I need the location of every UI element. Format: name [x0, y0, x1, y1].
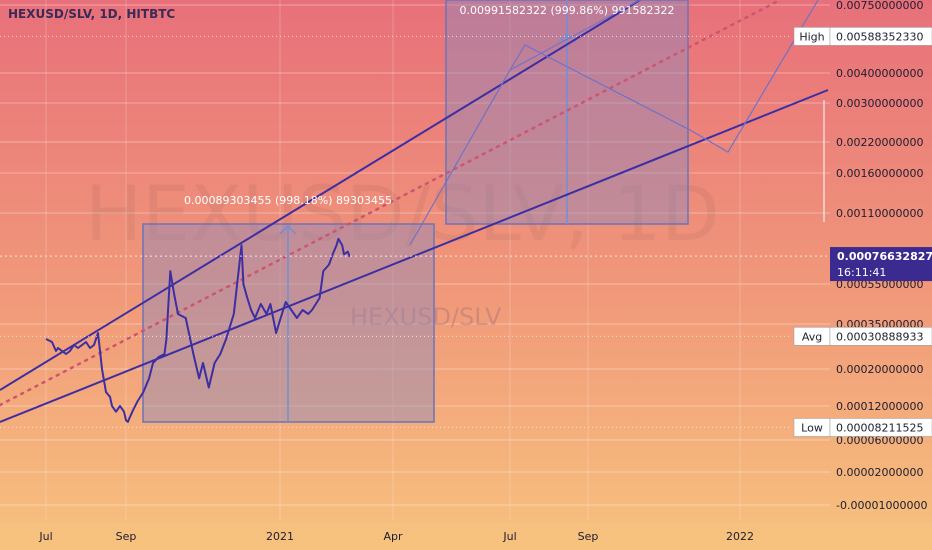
x-tick-label: Sep	[116, 530, 137, 543]
y-tick-label: -0.00001000000	[836, 499, 927, 512]
measurement-labels: 0.00089303455 (998.18%) 89303455 0.009915…	[184, 4, 674, 207]
price-series	[0, 35, 830, 428]
high-tag-label: High	[799, 30, 824, 43]
lower-trendline	[0, 89, 829, 423]
avg-tag-label: Avg	[802, 330, 822, 343]
y-tick-label: 0.00400000000	[836, 67, 923, 80]
last-price-badge	[830, 247, 932, 282]
y-tick-label: 0.00160000000	[836, 167, 923, 180]
time-axis-band	[0, 522, 932, 550]
measure-arrowhead-2	[558, 32, 576, 43]
x-tick-label: Apr	[383, 530, 403, 543]
y-tick-label: 0.00012000000	[836, 400, 923, 413]
y-tick-label: 0.00006000000	[836, 434, 923, 447]
measurement-label-2: 0.00991582322 (999.86%) 991582322	[460, 4, 675, 17]
x-tick-label: Jul	[502, 530, 516, 543]
low-tag-value: 0.00008211525	[836, 421, 923, 434]
avg-tag-value-box	[829, 327, 932, 346]
low-tag-label: Low	[801, 421, 823, 434]
x-tick-label: Sep	[578, 530, 599, 543]
x-tick-label: 2021	[266, 530, 294, 543]
x-tick-label: Jul	[38, 530, 52, 543]
low-tag-value-box	[829, 418, 932, 437]
y-tick-label: 0.00002000000	[836, 466, 923, 479]
avg-tag-value: 0.00030888933	[836, 330, 923, 343]
projection-path	[409, 0, 819, 246]
high-tag-value-box	[829, 27, 932, 46]
chart-title: HEXUSD/SLV, 1D, HITBTC	[8, 7, 175, 21]
upper-trendline	[0, 0, 641, 391]
grid-lines	[0, 0, 830, 520]
x-tick-label: 2022	[726, 530, 754, 543]
y-tick-label: 0.00110000000	[836, 207, 923, 220]
drawings-layer	[0, 0, 829, 423]
last-price-value: 0.00076632827	[837, 250, 932, 263]
dotted-projection-line	[0, 0, 782, 407]
measure-arrowhead-1	[279, 224, 297, 235]
y-tick-label: 0.00020000000	[836, 363, 923, 376]
projection-path-2	[509, 0, 641, 71]
high-tag-value: 0.00588352330	[836, 30, 923, 43]
measurement-label-1: 0.00089303455 (998.18%) 89303455	[184, 194, 392, 207]
y-tick-label: 0.00055000000	[836, 278, 923, 291]
y-tick-label: 0.00220000000	[836, 136, 923, 149]
price-axis: 0.00750000000 0.00400000000 0.00300000000 0…	[793, 0, 932, 512]
watermark-sub: HEXUSD/SLV	[350, 303, 502, 331]
countdown-timer: 16:11:41	[837, 266, 886, 279]
price-line	[45, 237, 351, 423]
time-axis: Jul Sep 2021 Apr Jul Sep 2022	[0, 522, 932, 550]
y-tick-label: 0.00750000000	[836, 0, 923, 12]
watermark-main: HEXUSD/SLV, 1D	[85, 169, 720, 258]
y-tick-label: 0.00300000000	[836, 97, 923, 110]
